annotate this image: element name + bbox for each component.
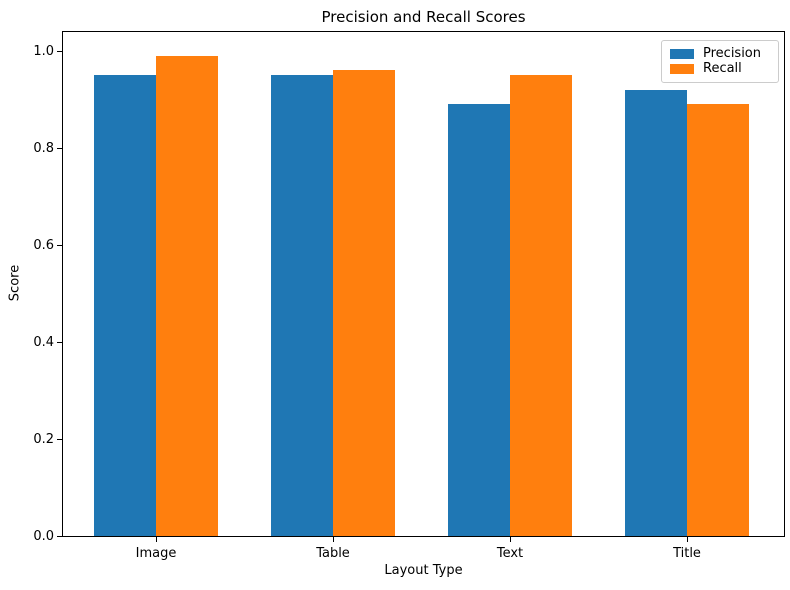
plot-area <box>62 31 785 537</box>
bar-recall-table <box>333 70 395 536</box>
y-axis-label: Score <box>7 264 23 302</box>
y-tick-mark <box>57 51 62 52</box>
legend-label-precision: Precision <box>703 46 762 61</box>
bar-recall-title <box>687 104 749 536</box>
recall-swatch-icon <box>670 64 694 74</box>
x-tick-mark <box>687 537 688 542</box>
y-tick-mark <box>57 536 62 537</box>
chart-title: Precision and Recall Scores <box>321 8 526 26</box>
y-tick-label: 0.0 <box>33 529 54 544</box>
legend-label-recall: Recall <box>703 61 742 76</box>
y-tick-label: 1.0 <box>33 44 54 59</box>
x-axis-label: Layout Type <box>384 563 463 578</box>
x-tick-label: Image <box>135 546 177 561</box>
bar-precision-text <box>448 104 510 536</box>
y-tick-mark <box>57 245 62 246</box>
x-tick-label: Table <box>316 546 350 561</box>
x-tick-label: Text <box>496 546 524 561</box>
x-tick-mark <box>510 537 511 542</box>
bar-recall-image <box>156 56 218 536</box>
y-tick-label: 0.6 <box>33 238 54 253</box>
y-tick-label: 0.8 <box>33 141 54 156</box>
legend-item-recall: Recall <box>670 62 770 76</box>
x-tick-mark <box>156 537 157 542</box>
precision-swatch-icon <box>670 49 694 59</box>
y-tick-label: 0.4 <box>33 335 54 350</box>
bar-recall-text <box>510 75 572 536</box>
bar-precision-image <box>94 75 156 536</box>
y-tick-mark <box>57 342 62 343</box>
legend-item-precision: Precision <box>670 47 770 61</box>
legend: Precision Recall <box>661 40 779 83</box>
bar-precision-title <box>625 90 687 536</box>
x-tick-label: Title <box>673 546 701 561</box>
x-tick-mark <box>333 537 334 542</box>
y-tick-mark <box>57 148 62 149</box>
y-tick-mark <box>57 439 62 440</box>
y-tick-label: 0.2 <box>33 432 54 447</box>
bar-precision-table <box>271 75 333 536</box>
